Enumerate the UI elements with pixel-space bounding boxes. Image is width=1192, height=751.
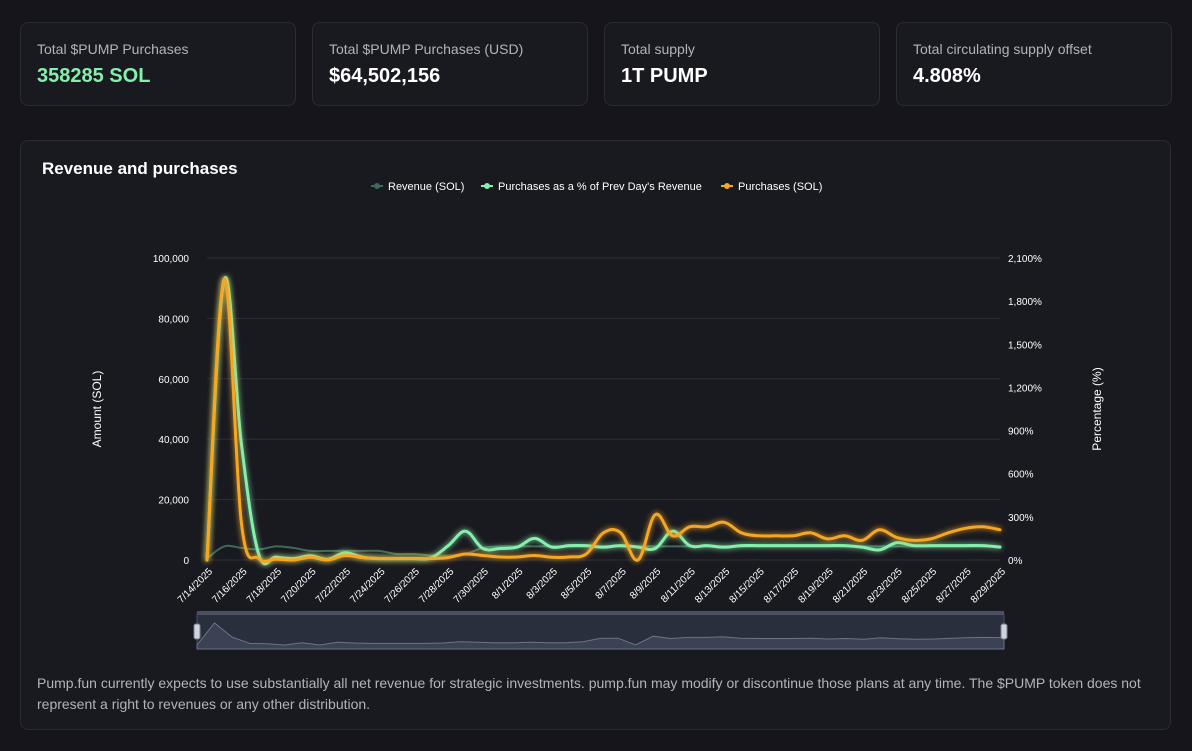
y-right-tick-label: 1,800% bbox=[1008, 297, 1042, 308]
x-tick-label: 8/23/2025 bbox=[865, 566, 905, 606]
stat-value: $64,502,156 bbox=[329, 65, 441, 87]
legend-label: Purchases as a % of Prev Day's Revenue bbox=[498, 181, 702, 193]
x-tick-label: 8/29/2025 bbox=[969, 566, 1009, 606]
y-right-tick-label: 900% bbox=[1008, 427, 1034, 438]
stat-label: Total $PUMP Purchases bbox=[37, 41, 189, 57]
y-right-tick-label: 2,100% bbox=[1008, 254, 1042, 265]
x-tick-label: 8/25/2025 bbox=[900, 566, 940, 606]
y-left-tick-label: 0 bbox=[183, 556, 189, 567]
zoom-handle-left[interactable] bbox=[193, 623, 201, 640]
zoom-slider-preview bbox=[196, 622, 1005, 650]
y-right-tick-label: 0% bbox=[1008, 556, 1023, 567]
x-tick-label: 8/7/2025 bbox=[594, 566, 630, 602]
stat-value: 4.808% bbox=[913, 65, 981, 87]
chart-title: Revenue and purchases bbox=[42, 159, 238, 178]
y-right-tick-label: 1,500% bbox=[1008, 340, 1042, 351]
y-axis-right-title: Percentage (%) bbox=[1090, 367, 1104, 450]
series-purchases-line bbox=[205, 277, 1002, 563]
x-axis-ticks: 7/14/20257/16/20257/18/20257/20/20257/22… bbox=[176, 566, 1009, 606]
stat-card-pump-purchases-usd: Total $PUMP Purchases (USD) $64,502,156 bbox=[312, 22, 588, 106]
x-tick-label: 8/27/2025 bbox=[934, 566, 974, 606]
series-percent-line bbox=[205, 275, 1002, 566]
zoom-slider[interactable] bbox=[193, 611, 1008, 650]
grid-lines bbox=[207, 257, 1000, 561]
y-left-tick-label: 60,000 bbox=[158, 375, 189, 386]
stat-card-pump-purchases: Total $PUMP Purchases 358285 SOL bbox=[20, 22, 296, 106]
stat-value: 358285 SOL bbox=[37, 65, 151, 87]
x-tick-label: 8/15/2025 bbox=[728, 566, 768, 606]
y-left-tick-label: 20,000 bbox=[158, 496, 189, 507]
x-tick-label: 7/30/2025 bbox=[452, 566, 492, 606]
stat-card-circulating-offset: Total circulating supply offset 4.808% bbox=[896, 22, 1172, 106]
x-tick-label: 7/24/2025 bbox=[348, 566, 388, 606]
zoom-handle-right[interactable] bbox=[1000, 623, 1008, 640]
x-tick-label: 8/19/2025 bbox=[796, 566, 836, 606]
x-tick-label: 7/14/2025 bbox=[176, 566, 216, 606]
x-tick-label: 8/13/2025 bbox=[693, 566, 733, 606]
legend-item[interactable]: Purchases (SOL) bbox=[721, 181, 822, 193]
y-left-tick-label: 80,000 bbox=[158, 314, 189, 325]
legend-label: Revenue (SOL) bbox=[388, 181, 464, 193]
chart-legend[interactable]: Revenue (SOL) Purchases as a % of Prev Da… bbox=[371, 181, 822, 193]
y-right-tick-label: 1,200% bbox=[1008, 383, 1042, 394]
y-axis-left-title: Amount (SOL) bbox=[90, 371, 104, 448]
left-axis-ticks: 0 20,000 40,000 60,000 80,000 100,000 bbox=[153, 254, 190, 567]
stat-label: Total circulating supply offset bbox=[913, 41, 1092, 57]
x-tick-label: 8/17/2025 bbox=[762, 566, 802, 606]
x-tick-label: 8/21/2025 bbox=[831, 566, 871, 606]
x-tick-label: 8/11/2025 bbox=[659, 566, 698, 605]
y-right-tick-label: 600% bbox=[1008, 470, 1034, 481]
legend-swatch-dot bbox=[374, 183, 380, 189]
x-tick-label: 7/18/2025 bbox=[245, 566, 285, 606]
stat-label: Total $PUMP Purchases (USD) bbox=[329, 41, 524, 57]
stat-value: 1T PUMP bbox=[621, 65, 708, 87]
x-tick-label: 8/1/2025 bbox=[490, 566, 526, 602]
legend-item[interactable]: Purchases as a % of Prev Day's Revenue bbox=[481, 181, 702, 193]
disclaimer-text: Pump.fun currently expects to use substa… bbox=[37, 675, 1141, 712]
zoom-slider-bar[interactable] bbox=[197, 611, 1004, 615]
y-right-tick-label: 300% bbox=[1008, 513, 1034, 524]
series-lines bbox=[205, 275, 1002, 566]
x-tick-label: 8/5/2025 bbox=[559, 566, 595, 602]
x-tick-label: 7/26/2025 bbox=[383, 566, 423, 606]
right-axis-ticks: 0% 300% 600% 900% 1,200% 1,500% 1,800% 2,100% bbox=[1008, 254, 1042, 567]
legend-swatch-dot bbox=[484, 183, 490, 189]
x-tick-label: 7/16/2025 bbox=[210, 566, 250, 606]
x-tick-label: 8/3/2025 bbox=[525, 566, 561, 602]
legend-label: Purchases (SOL) bbox=[738, 181, 822, 193]
revenue-chart: 0 20,000 40,000 60,000 80,000 100,000 0% 300% 6… bbox=[90, 181, 1104, 650]
x-tick-label: 7/28/2025 bbox=[417, 566, 457, 606]
y-left-tick-label: 40,000 bbox=[158, 435, 189, 446]
x-tick-label: 8/9/2025 bbox=[628, 566, 664, 602]
stat-label: Total supply bbox=[621, 41, 695, 57]
y-left-tick-label: 100,000 bbox=[153, 254, 190, 265]
legend-item[interactable]: Revenue (SOL) bbox=[371, 181, 464, 193]
stat-card-total-supply: Total supply 1T PUMP bbox=[604, 22, 880, 106]
x-tick-label: 7/22/2025 bbox=[314, 566, 354, 606]
x-tick-label: 7/20/2025 bbox=[279, 566, 319, 606]
legend-swatch-dot bbox=[724, 183, 730, 189]
revenue-chart-panel: 0 20,000 40,000 60,000 80,000 100,000 0% 300% 6… bbox=[20, 140, 1171, 730]
